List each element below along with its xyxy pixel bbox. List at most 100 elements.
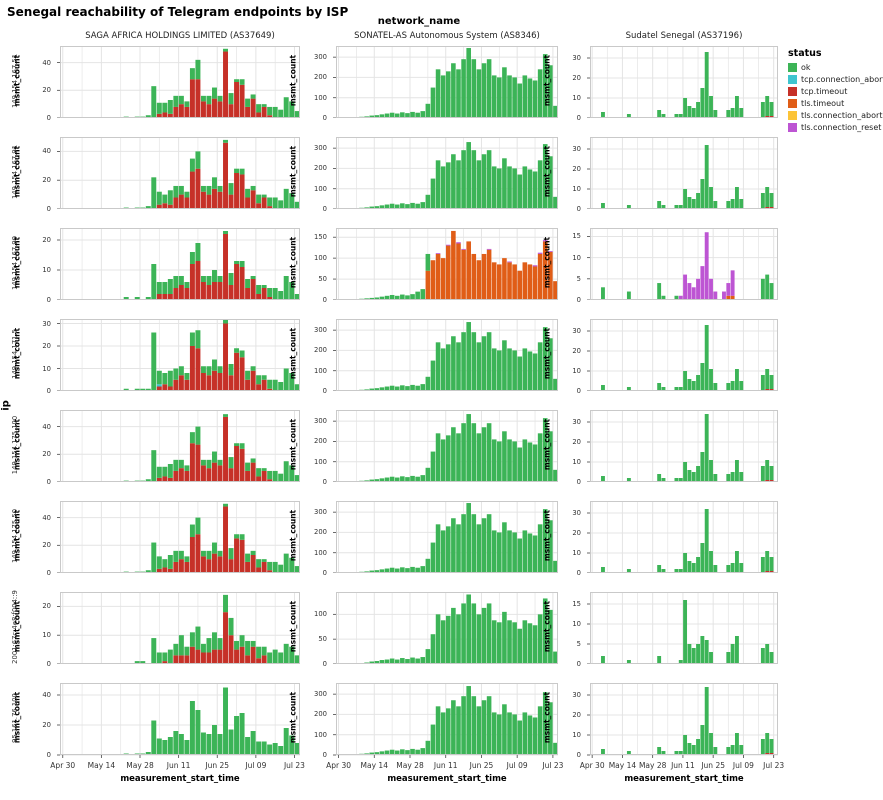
y-tick-label: 0 <box>576 205 581 213</box>
y-tick-label: 0 <box>322 660 327 668</box>
x-tick-label: Jul 23 <box>763 761 785 770</box>
x-tick-label: Jun 25 <box>701 761 725 770</box>
y-tick-label: 100 <box>314 184 327 193</box>
y-tick-label: 20 <box>572 347 581 355</box>
y-tick-label: 0 <box>576 569 581 577</box>
y-tick-label: 300 <box>314 417 327 426</box>
y-axis-title: msmt_count <box>542 418 552 471</box>
y-tick-label: 10 <box>42 364 51 373</box>
y-tick-label: 20 <box>572 74 581 82</box>
legend-item: tcp.timeout <box>788 87 883 96</box>
legend-item-label: tls.connection_aborted <box>801 111 883 120</box>
y-tick-label: 30 <box>572 418 581 426</box>
chart-svg <box>587 319 778 391</box>
chart-svg <box>587 501 778 573</box>
chart-panel-r1c2 <box>585 137 778 209</box>
y-tick-label: 20 <box>42 721 51 729</box>
y-tick-label: 200 <box>314 528 327 537</box>
y-tick-label: 0 <box>576 296 581 304</box>
chart-svg <box>333 228 558 300</box>
y-tick-label: 40 <box>42 58 51 67</box>
y-tick-label: 300 <box>314 326 327 335</box>
chart-panel-r0c2 <box>585 46 778 118</box>
chart-svg <box>587 46 778 118</box>
chart-svg <box>587 592 778 664</box>
chart-panel-r3c1 <box>331 319 558 391</box>
y-tick-label: 0 <box>322 569 327 577</box>
y-tick-label: 0 <box>576 751 581 759</box>
y-tick-label: 40 <box>42 691 51 699</box>
chart-svg <box>57 46 300 118</box>
legend-swatch-icon <box>788 63 797 72</box>
y-axis-title: msmt_count <box>288 54 298 107</box>
legend-item: tls.connection_reset <box>788 123 883 132</box>
page-title: Senegal reachability of Telegram endpoin… <box>7 5 349 19</box>
y-axis-title: msmt_count <box>288 509 298 562</box>
chart-svg <box>57 592 300 664</box>
y-tick-label: 20 <box>572 711 581 719</box>
x-axis-title: measurement_start_time <box>120 774 240 784</box>
y-tick-label: 10 <box>42 631 51 640</box>
chart-panel-r0c1 <box>331 46 558 118</box>
y-axis-title: msmt_count <box>542 691 552 744</box>
y-tick-label: 15 <box>572 232 581 241</box>
y-tick-label: 10 <box>572 367 581 375</box>
legend: status ok tcp.connection_aborted tcp.timeo… <box>788 48 883 135</box>
x-tick-label: May 28 <box>638 761 667 770</box>
y-tick-label: 300 <box>314 144 327 153</box>
x-tick-label: May 14 <box>87 761 116 770</box>
x-tick-label: Jun 25 <box>469 761 494 770</box>
chart-svg <box>587 410 778 482</box>
chart-panel-r6c0 <box>55 592 300 664</box>
y-tick-label: 40 <box>42 513 51 522</box>
legend-swatch-icon <box>788 111 797 120</box>
chart-svg <box>587 228 778 300</box>
legend-item-label: ok <box>801 63 811 72</box>
y-tick-label: 20 <box>42 450 51 459</box>
x-tick-label: Jul 09 <box>732 761 754 770</box>
facet-column-title-3: Sudatel Senegal (AS37196) <box>625 31 743 41</box>
y-tick-label: 100 <box>314 730 327 739</box>
chart-svg <box>57 683 300 758</box>
legend-swatch-icon <box>788 75 797 84</box>
y-tick-label: 0 <box>46 114 51 122</box>
x-tick-label: May 14 <box>608 761 637 770</box>
chart-panel-r4c2 <box>585 410 778 482</box>
chart-panel-r5c0 <box>55 501 300 573</box>
y-axis-title: msmt_count <box>288 236 298 289</box>
y-tick-label: 20 <box>572 165 581 173</box>
y-tick-label: 20 <box>42 541 51 550</box>
chart-panel-r7c0 <box>55 683 300 759</box>
y-tick-label: 50 <box>318 275 327 284</box>
y-tick-label: 150 <box>314 233 327 242</box>
y-tick-label: 40 <box>42 147 51 156</box>
y-tick-label: 0 <box>46 660 51 668</box>
x-tick-label: Jun 25 <box>205 761 230 770</box>
y-tick-label: 0 <box>322 205 327 213</box>
y-tick-label: 0 <box>46 296 51 304</box>
chart-svg <box>587 137 778 209</box>
x-tick-label: Apr 30 <box>50 761 76 770</box>
y-tick-label: 100 <box>314 254 327 263</box>
y-axis-title: msmt_count <box>542 145 552 198</box>
y-tick-label: 30 <box>572 327 581 335</box>
y-tick-label: 0 <box>46 478 51 486</box>
y-tick-label: 0 <box>576 387 581 395</box>
x-axis-title: measurement_start_time <box>624 774 744 784</box>
y-tick-label: 0 <box>576 114 581 122</box>
y-tick-label: 0 <box>576 660 581 668</box>
chart-svg <box>57 319 300 391</box>
y-tick-label: 30 <box>572 509 581 517</box>
y-axis-title: msmt_count <box>542 236 552 289</box>
y-axis-title: msmt_count <box>288 145 298 198</box>
chart-panel-r0c0 <box>55 46 300 118</box>
y-tick-label: 20 <box>572 529 581 537</box>
chart-svg <box>587 683 778 758</box>
facet-column-title-2: SONATEL-AS Autonomous System (AS8346) <box>354 31 540 41</box>
y-tick-label: 10 <box>572 620 581 628</box>
chart-panel-r3c2 <box>585 319 778 391</box>
y-tick-label: 30 <box>572 145 581 153</box>
y-tick-label: 30 <box>42 319 51 328</box>
y-tick-label: 0 <box>322 387 327 395</box>
x-axis-title: measurement_start_time <box>387 774 507 784</box>
